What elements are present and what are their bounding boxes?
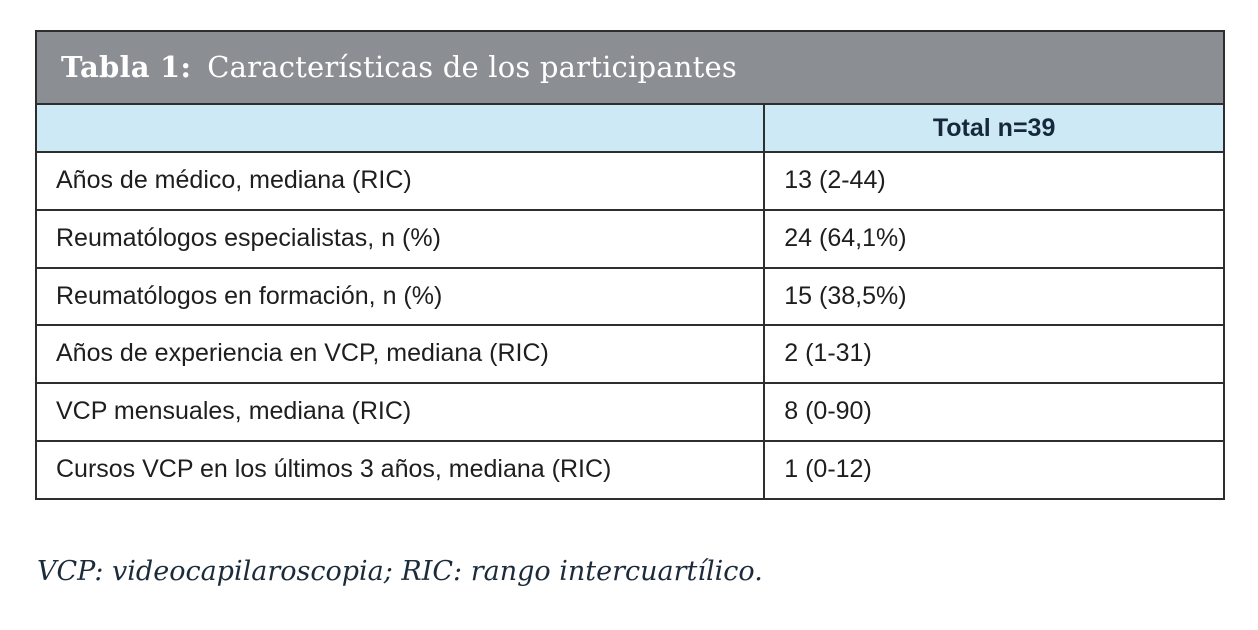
table-row: Años de médico, mediana (RIC) 13 (2-44) <box>34 151 1225 211</box>
table-footnote: VCP: videocapilaroscopia; RIC: rango int… <box>37 556 763 587</box>
table-row: Años de experiencia en VCP, mediana (RIC… <box>34 324 1225 384</box>
row-label-cell: Reumatólogos especialistas, n (%) <box>34 208 766 269</box>
header-label-cell <box>34 103 766 153</box>
row-label-cell: Reumatólogos en formación, n (%) <box>34 266 766 327</box>
row-label-cell: Años de médico, mediana (RIC) <box>34 151 766 211</box>
row-value-cell: 2 (1-31) <box>763 324 1225 384</box>
header-total-cell: Total n=39 <box>763 103 1225 153</box>
table-number-label: Tabla 1: <box>61 50 192 84</box>
table-header-row: Total n=39 <box>34 103 1225 153</box>
row-label-cell: Cursos VCP en los últimos 3 años, median… <box>34 439 766 500</box>
row-value-cell: 13 (2-44) <box>763 151 1225 211</box>
table-title-row: Tabla 1: Características de los participa… <box>35 30 1225 105</box>
table-container: Tabla 1: Características de los participa… <box>34 30 1225 500</box>
row-label-cell: Años de experiencia en VCP, mediana (RIC… <box>34 324 766 384</box>
row-value-cell: 8 (0-90) <box>763 382 1225 442</box>
table-row: Cursos VCP en los últimos 3 años, median… <box>34 439 1225 500</box>
table-title-text: Características de los participantes <box>207 50 737 84</box>
row-label-cell: VCP mensuales, mediana (RIC) <box>34 382 766 442</box>
table-row: Reumatólogos especialistas, n (%) 24 (64… <box>34 208 1225 269</box>
table-row: Reumatólogos en formación, n (%) 15 (38,… <box>34 266 1225 327</box>
table-row: VCP mensuales, mediana (RIC) 8 (0-90) <box>34 382 1225 442</box>
row-value-cell: 24 (64,1%) <box>763 208 1225 269</box>
participants-table: Tabla 1: Características de los participa… <box>34 30 1225 500</box>
row-value-cell: 1 (0-12) <box>763 439 1225 500</box>
table-title-cell: Tabla 1: Características de los participa… <box>35 30 1225 105</box>
row-value-cell: 15 (38,5%) <box>763 266 1225 327</box>
